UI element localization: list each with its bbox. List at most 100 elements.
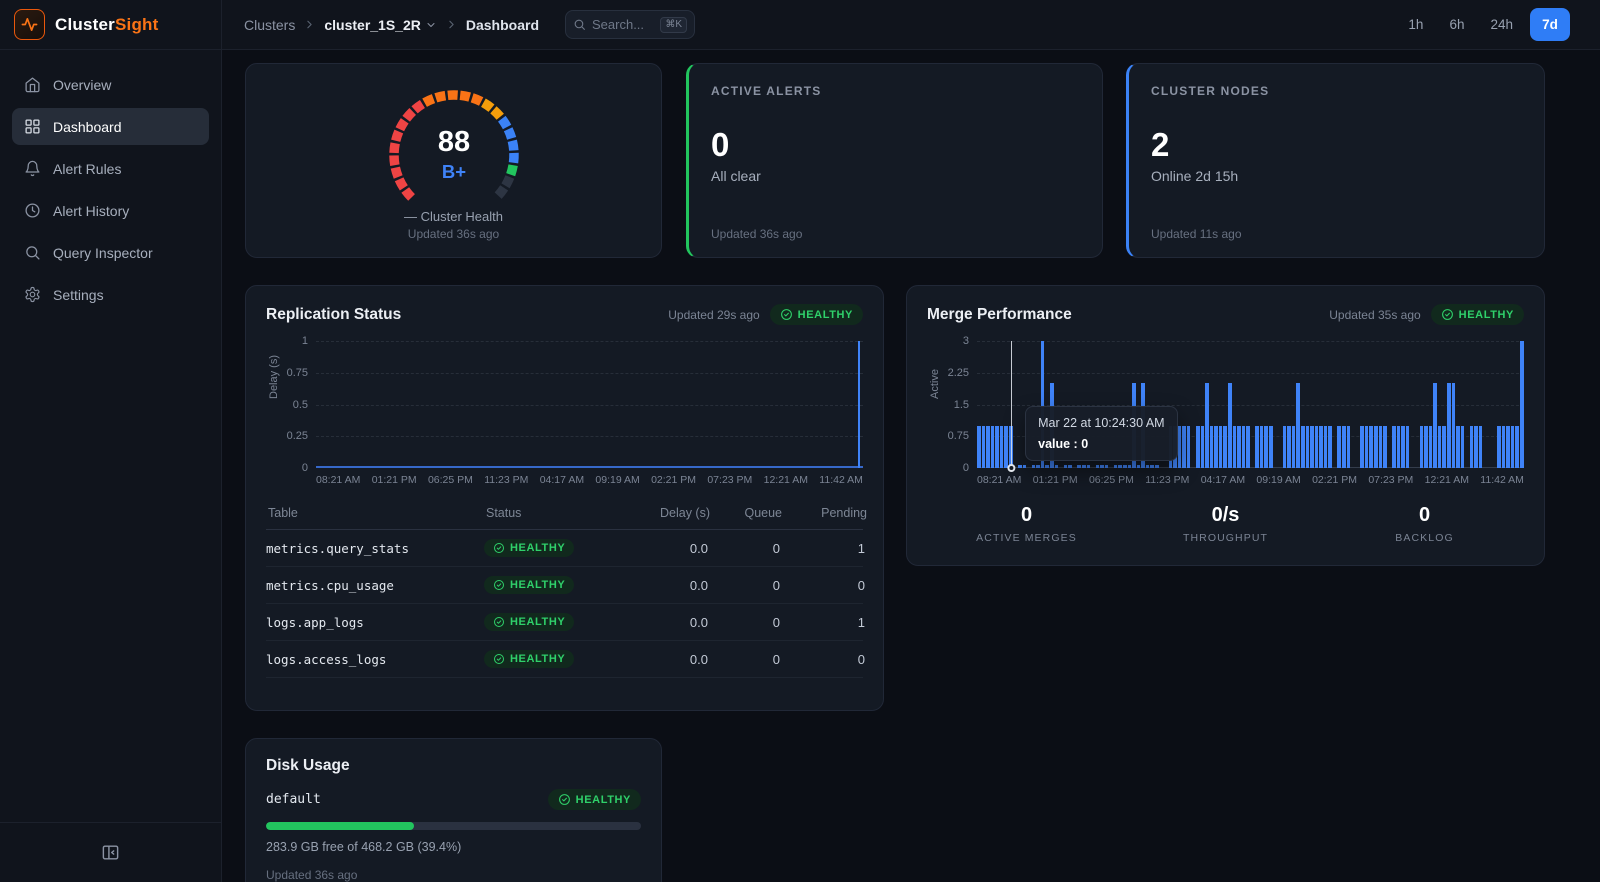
sidebar-nav: Overview Dashboard Alert Rules Alert Histor… [0,50,221,329]
merge-bar [1068,465,1072,468]
x-tick-label: 06:25 PM [428,474,473,486]
table-row[interactable]: logs.access_logsHEALTHY0.000 [266,641,863,678]
breadcrumb-clusters[interactable]: Clusters [244,17,295,33]
x-tick-label: 01:21 PM [372,474,417,486]
nodes-subtitle: Online 2d 15h [1151,168,1522,184]
gridline [316,405,863,406]
merge-bar [1196,426,1200,468]
breadcrumb: Clusters cluster_1S_2R Dashboard [244,17,539,33]
x-tick-label: 06:25 PM [1089,474,1134,486]
merge-bar [1018,465,1022,468]
gauge-segment [510,165,512,174]
replication-chart[interactable]: Delay (s) 00.250.50.751 08:21 AM01:21 PM… [266,341,863,486]
time-range-1h[interactable]: 1h [1399,10,1432,39]
chart-crosshair-marker [1008,464,1016,472]
merge-bar [1023,465,1027,468]
stat-active-merges: 0ACTIVE MERGES [927,504,1126,544]
merge-bar [1228,383,1232,468]
search-input[interactable] [592,17,654,32]
gridline [316,436,863,437]
merge-bar [1319,426,1323,468]
global-search[interactable]: ⌘K [565,10,695,39]
merge-bar [1233,426,1237,468]
gauge-segment [399,179,404,188]
merge-bar [1187,426,1191,468]
sidebar-item-settings[interactable]: Settings [12,276,209,313]
sidebar-item-alert-history[interactable]: Alert History [12,192,209,229]
disk-status-badge: HEALTHY [548,789,641,810]
gauge-segment [501,118,506,126]
merge-status-badge: HEALTHY [1431,304,1524,325]
y-tick-label: 0.75 [287,367,308,379]
cell-delay: 0.0 [626,578,708,593]
time-range-6h[interactable]: 6h [1440,10,1473,39]
merge-bar [1506,426,1510,468]
breadcrumb-cluster-selector[interactable]: cluster_1S_2R [324,17,437,33]
activity-logo-icon [14,9,45,40]
sidebar-item-overview[interactable]: Overview [12,66,209,103]
sidebar-item-label: Dashboard [53,119,122,135]
merge-bar [1264,426,1268,468]
disk-usage-card: Disk Usage default HEALTHY 283.9 GB free… [245,738,662,882]
x-tick-label: 11:42 AM [1480,474,1524,486]
merge-bar [1055,465,1059,468]
home-icon [24,76,41,93]
collapse-sidebar-button[interactable] [97,839,125,867]
cell-pending: 1 [780,615,865,630]
table-row[interactable]: logs.app_logsHEALTHY0.001 [266,604,863,641]
merge-bar [1401,426,1405,468]
gauge-segment [394,143,395,153]
x-tick-label: 11:42 AM [819,474,863,486]
merge-bar [1123,465,1127,468]
disk-volume-name: default [266,792,321,807]
merge-bar [1045,465,1049,468]
breadcrumb-dashboard[interactable]: Dashboard [466,17,539,33]
gauge-segment [405,189,411,196]
sidebar-item-label: Overview [53,77,111,93]
stat-backlog: 0BACKLOG [1325,504,1524,544]
merge-plot-area[interactable]: Mar 22 at 10:24:30 AM value : 0 00.751.5… [977,341,1524,468]
time-range-24h[interactable]: 24h [1481,10,1522,39]
time-range-7d[interactable]: 7d [1530,8,1570,41]
replication-x-axis: 08:21 AM01:21 PM06:25 PM11:23 PM04:17 AM… [316,474,863,486]
table-row[interactable]: metrics.cpu_usageHEALTHY0.000 [266,567,863,604]
merge-bar [1150,465,1154,468]
x-tick-label: 09:19 AM [595,474,639,486]
top-header: Clusters cluster_1S_2R Dashboard ⌘K 1h 6h… [222,0,1600,50]
cell-status: HEALTHY [484,613,626,631]
search-icon [573,18,586,31]
gauge-segment [460,95,470,97]
merge-bar [1246,426,1250,468]
sidebar-item-alert-rules[interactable]: Alert Rules [12,150,209,187]
brand-accent: Sight [115,15,159,34]
sidebar-item-query-inspector[interactable]: Query Inspector [12,234,209,271]
merge-bar [1178,426,1182,468]
stat-throughput: 0/sTHROUGHPUT [1126,504,1325,544]
merge-bar [1000,426,1004,468]
bell-icon [24,160,41,177]
nodes-count: 2 [1151,126,1522,164]
merge-chart[interactable]: Active Mar 22 at 10:24:30 AM value : 0 0… [927,341,1524,486]
disk-updated: Updated 36s ago [266,868,641,882]
y-tick-label: 0.75 [948,430,969,442]
cell-table-name: metrics.cpu_usage [266,578,484,593]
table-row[interactable]: metrics.query_statsHEALTHY0.001 [266,530,863,567]
y-tick-label: 3 [963,335,969,347]
alerts-count: 0 [711,126,1080,164]
merge-bar [1365,426,1369,468]
merge-bar [1438,426,1442,468]
replication-table-header: TableStatusDelay (s)QueuePending [266,502,863,530]
merge-bar [1283,426,1287,468]
gauge-caption: — Cluster Health [404,209,503,224]
alerts-subtitle: All clear [711,168,1080,184]
x-tick-label: 09:19 AM [1256,474,1300,486]
tooltip-timestamp: Mar 22 at 10:24:30 AM [1038,416,1164,430]
y-tick-label: 1 [302,335,308,347]
sidebar-item-dashboard[interactable]: Dashboard [12,108,209,145]
merge-stats-row: 0ACTIVE MERGES0/sTHROUGHPUT0BACKLOG [927,504,1524,544]
merge-bar [1082,465,1086,468]
replication-plot-area[interactable]: 00.250.50.751 [316,341,863,468]
merge-bar [1502,426,1506,468]
merge-bar [1383,426,1387,468]
column-header-pending: Pending [782,506,867,520]
